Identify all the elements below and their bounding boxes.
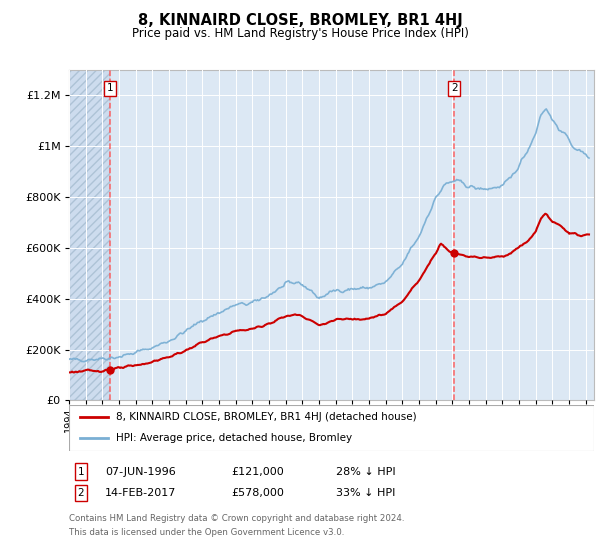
Text: HPI: Average price, detached house, Bromley: HPI: Average price, detached house, Brom… <box>116 433 352 444</box>
Text: £578,000: £578,000 <box>231 488 284 498</box>
Text: 2: 2 <box>77 488 85 498</box>
Bar <box>69 70 110 400</box>
Text: £121,000: £121,000 <box>231 466 284 477</box>
Text: 33% ↓ HPI: 33% ↓ HPI <box>336 488 395 498</box>
Text: Price paid vs. HM Land Registry's House Price Index (HPI): Price paid vs. HM Land Registry's House … <box>131 27 469 40</box>
Text: 28% ↓ HPI: 28% ↓ HPI <box>336 466 395 477</box>
Text: 1: 1 <box>106 83 113 93</box>
Text: 2: 2 <box>451 83 458 93</box>
Text: This data is licensed under the Open Government Licence v3.0.: This data is licensed under the Open Gov… <box>69 528 344 537</box>
Text: Contains HM Land Registry data © Crown copyright and database right 2024.: Contains HM Land Registry data © Crown c… <box>69 514 404 523</box>
Text: 07-JUN-1996: 07-JUN-1996 <box>105 466 176 477</box>
Text: 14-FEB-2017: 14-FEB-2017 <box>105 488 176 498</box>
Text: 1: 1 <box>77 466 85 477</box>
Text: 8, KINNAIRD CLOSE, BROMLEY, BR1 4HJ (detached house): 8, KINNAIRD CLOSE, BROMLEY, BR1 4HJ (det… <box>116 412 417 422</box>
Text: 8, KINNAIRD CLOSE, BROMLEY, BR1 4HJ: 8, KINNAIRD CLOSE, BROMLEY, BR1 4HJ <box>137 13 463 28</box>
